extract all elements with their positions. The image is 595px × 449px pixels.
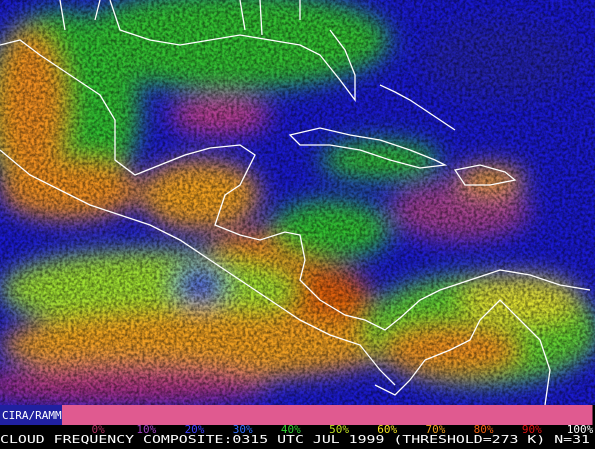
legend-swatch bbox=[158, 405, 208, 425]
legend-swatch bbox=[351, 405, 400, 425]
legend-label: 20% bbox=[185, 423, 205, 436]
coastlines bbox=[0, 0, 591, 405]
legend-label: 30% bbox=[233, 423, 253, 436]
legend-swatch bbox=[447, 405, 497, 425]
legend-swatch bbox=[110, 405, 159, 425]
legend-label: 60% bbox=[377, 423, 397, 436]
legend-swatch bbox=[543, 405, 593, 425]
legend-swatch bbox=[495, 405, 545, 425]
cloud-field bbox=[0, 0, 595, 405]
legend-label: 40% bbox=[281, 423, 301, 436]
caption: CLOUD FREQUENCY COMPOSITE:0315 UTC JUL 1… bbox=[0, 433, 590, 446]
legend-swatch bbox=[302, 405, 352, 425]
legend-label: 90% bbox=[522, 423, 542, 436]
legend-swatch bbox=[206, 405, 256, 425]
source-label-box bbox=[0, 405, 62, 425]
legend-swatch bbox=[399, 405, 448, 425]
legend-label: 100% bbox=[567, 423, 594, 436]
source-label: CIRA/RAMM bbox=[2, 409, 62, 422]
legend-swatch bbox=[254, 405, 304, 425]
legend-label: 80% bbox=[474, 423, 494, 436]
color-legend: 0% 10% 20% 30% 40% 50% 60% 70% 80% 90% 100% bbox=[62, 405, 594, 436]
legend-label: 0% bbox=[92, 423, 106, 436]
legend-label: 70% bbox=[425, 423, 445, 436]
legend-label: 10% bbox=[136, 423, 156, 436]
legend-label: 50% bbox=[329, 423, 349, 436]
legend-swatch bbox=[62, 405, 111, 425]
